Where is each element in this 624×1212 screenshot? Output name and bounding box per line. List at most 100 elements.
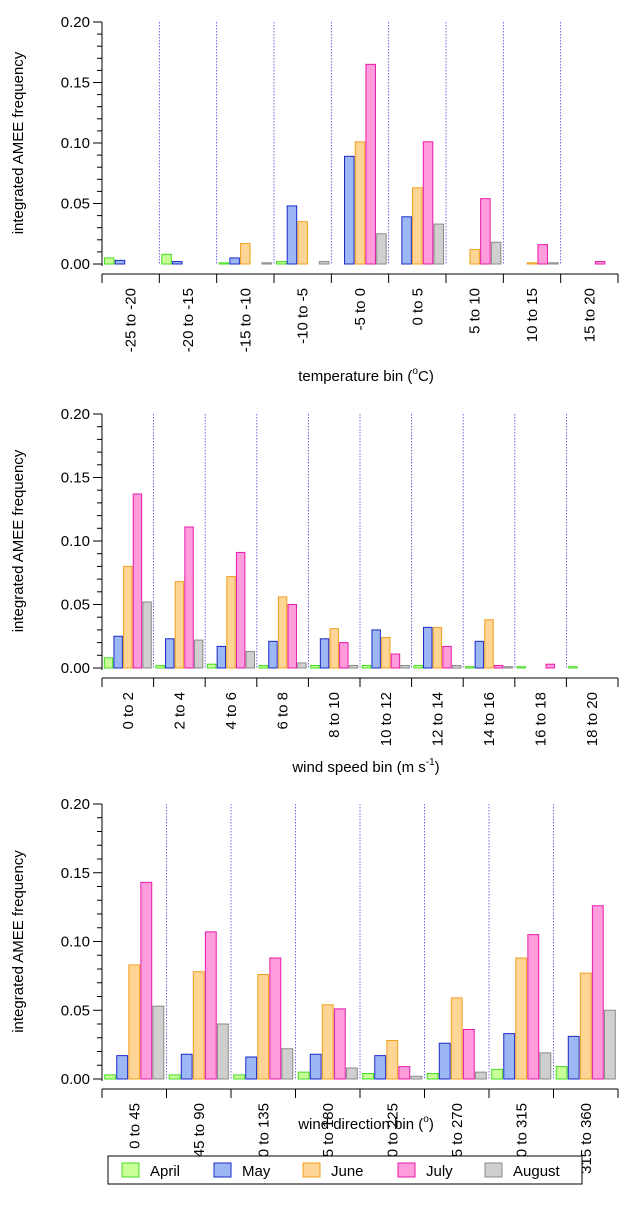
- legend-label-august: August: [513, 1163, 561, 1180]
- y-tick-label: 0.20: [61, 406, 90, 423]
- bar-august-1: [193, 639, 204, 669]
- bar-may-2: [245, 1056, 258, 1080]
- x-axis-label: wind direction bin (o): [297, 1114, 434, 1133]
- y-axis-label: integrated AMEE frequency: [10, 449, 27, 632]
- x-axis-label-main: temperature bin (: [298, 368, 412, 385]
- y-tick-label: 0.20: [61, 14, 90, 31]
- bar-july-0: [140, 881, 153, 1080]
- bar-june-3: [277, 596, 288, 669]
- legend-swatch-july: [397, 1162, 416, 1178]
- chart-panel-3: 0.00 0.05 0.10 0.15 0.20 integrated AMEE freq…: [10, 796, 619, 1174]
- y-tick-label: 0.00: [61, 660, 90, 677]
- bar-july-5: [390, 653, 401, 669]
- bar-june-3: [297, 221, 308, 265]
- bar-july-3: [333, 1008, 346, 1080]
- x-tick-label: 14 to 16: [481, 692, 498, 746]
- bar-may-6: [503, 1033, 516, 1080]
- bar-may-5: [401, 216, 412, 265]
- bar-april-2: [233, 1074, 246, 1080]
- y-tick-label: 0.20: [61, 796, 90, 813]
- bar-july-4: [365, 63, 376, 265]
- bar-august-2: [281, 1048, 294, 1080]
- x-tick-label: 12 to 14: [429, 692, 446, 746]
- bar-july-7: [537, 244, 548, 265]
- bar-july-6: [442, 645, 452, 669]
- bar-may-1: [180, 1053, 193, 1080]
- bar-may-0: [114, 259, 126, 265]
- bar-april-6: [413, 664, 423, 669]
- x-tick-label: 10 to 15: [524, 288, 541, 342]
- legend-swatch-june: [302, 1162, 321, 1178]
- bar-may-0: [113, 635, 123, 669]
- bar-july-6: [480, 198, 491, 265]
- y-tick-label: 0.05: [61, 196, 90, 213]
- bar-april-7: [464, 666, 475, 669]
- bar-august-5: [433, 223, 445, 265]
- x-tick-label: 10 to 12: [378, 692, 395, 746]
- x-tick-label: 0 to 5: [409, 288, 426, 326]
- bar-may-4: [344, 155, 355, 265]
- x-tick-label: 4 to 6: [223, 692, 240, 730]
- bar-july-1: [184, 526, 194, 669]
- bar-august-6: [539, 1052, 552, 1080]
- bar-may-3: [309, 1053, 322, 1080]
- bar-july-8: [545, 663, 555, 669]
- x-axis-label-tail: ): [429, 1116, 434, 1133]
- bar-august-0: [142, 601, 152, 669]
- bar-july-5: [462, 1029, 475, 1080]
- bar-june-5: [381, 637, 391, 669]
- x-tick-label: 45 to 90: [191, 1103, 208, 1157]
- x-tick-label: -15 to -10: [237, 288, 254, 352]
- bar-august-3: [297, 662, 307, 669]
- chart-panel-1: 0.00 0.05 0.10 0.15 0.20 integrated AMEE freq…: [10, 14, 619, 385]
- bar-july-1: [204, 931, 217, 1080]
- bar-august-6: [490, 241, 502, 265]
- bar-april-5: [426, 1073, 439, 1080]
- bar-august-2: [261, 262, 273, 265]
- x-axis-label-main: wind direction bin (: [297, 1116, 423, 1133]
- x-tick-label: 0 to 2: [120, 692, 137, 730]
- bar-august-4: [376, 233, 387, 265]
- bar-may-3: [268, 640, 278, 669]
- bar-july-2: [235, 551, 246, 669]
- bar-june-4: [329, 628, 339, 669]
- bar-may-2: [229, 257, 240, 265]
- bar-june-6: [432, 626, 443, 669]
- y-tick-label: 0.15: [61, 470, 90, 487]
- bar-june-2: [257, 974, 270, 1080]
- bar-august-2: [245, 650, 256, 669]
- bar-april-5: [361, 664, 372, 669]
- bar-august-3: [318, 261, 330, 265]
- bar-june-1: [192, 971, 205, 1080]
- bar-july-4: [398, 1066, 411, 1080]
- legend-box: [107, 1155, 583, 1185]
- bar-august-0: [152, 1005, 165, 1080]
- x-tick-label: 18 to 20: [584, 692, 601, 746]
- bar-april-7: [555, 1066, 568, 1080]
- bar-april-3: [275, 261, 287, 265]
- bar-august-4: [410, 1075, 423, 1080]
- x-axis-label-superscript: -1: [426, 757, 435, 768]
- bar-august-6: [451, 664, 462, 669]
- legend-swatch-april: [121, 1162, 140, 1178]
- legend-swatch-may: [213, 1162, 232, 1178]
- bar-may-1: [172, 261, 183, 265]
- x-tick-label: 90 to 135: [255, 1103, 272, 1166]
- bar-june-7: [579, 972, 592, 1080]
- x-tick-label: -10 to -5: [295, 288, 312, 344]
- bar-april-4: [362, 1073, 375, 1080]
- bar-may-7: [474, 640, 485, 669]
- x-tick-label: 2 to 4: [171, 692, 188, 730]
- bar-april-0: [104, 1074, 117, 1080]
- bar-july-3: [287, 604, 297, 669]
- bar-april-2: [206, 663, 217, 669]
- bar-april-3: [258, 664, 269, 669]
- x-axis-label-tail: ): [435, 759, 440, 776]
- y-axis-label: integrated AMEE frequency: [10, 850, 27, 1033]
- y-tick-label: 0.05: [61, 1002, 90, 1019]
- x-axis-label: temperature bin (oC): [298, 366, 434, 385]
- bar-june-1: [174, 581, 185, 669]
- bar-august-4: [348, 664, 359, 669]
- bar-april-1: [168, 1074, 181, 1080]
